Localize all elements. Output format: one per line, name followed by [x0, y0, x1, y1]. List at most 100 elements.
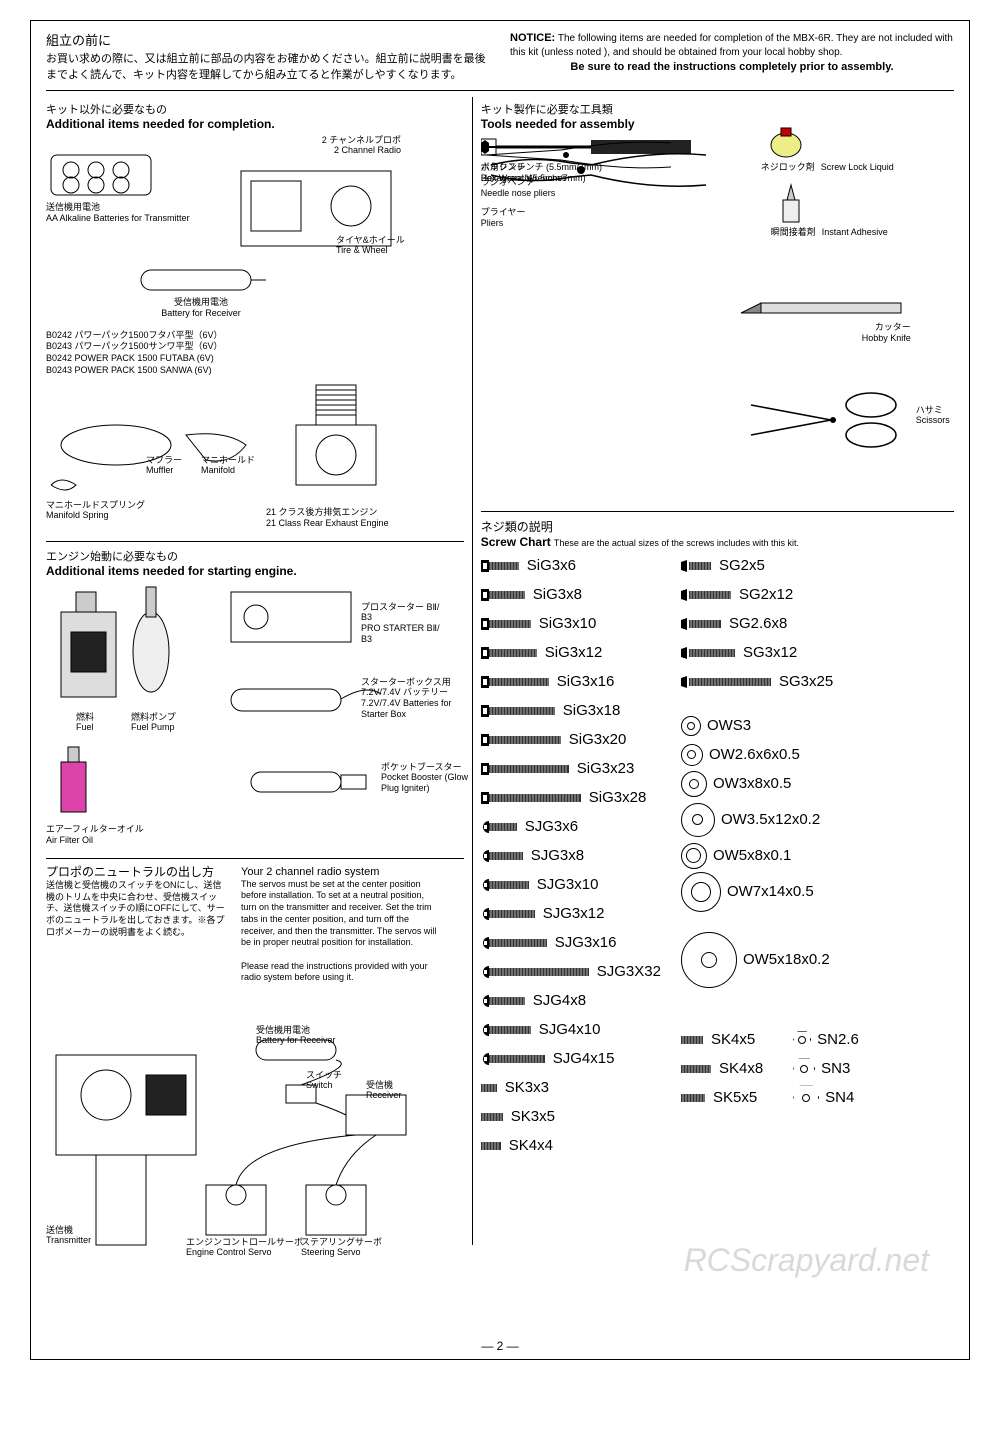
radio-en-body2: Please read the instructions provided wi…	[241, 961, 441, 984]
recv-batt-en2: Battery for Receiver	[256, 1035, 336, 1046]
switch-jp: スイッチ	[306, 1070, 342, 1081]
screw-row: SG3x25	[681, 669, 859, 695]
starting-title: エンジン始動に必要なもの Additional items needed for…	[46, 548, 464, 578]
additional-jp: キット以外に必要なもの	[46, 101, 464, 117]
knife-item: カッター Hobby Knife	[731, 295, 911, 344]
radio-left-text: プロポのニュートラルの出し方 送信機と受信機のスイッチをONにし、送信機のトリム…	[46, 865, 226, 939]
screwlock-en: Screw Lock Liquid	[821, 162, 894, 173]
screw-row: SJG3x12	[481, 901, 661, 927]
watermark: RCScrapyard.net	[684, 1242, 929, 1279]
screw-row: SK3x3	[481, 1075, 661, 1101]
screw-row: SJG3x10	[481, 872, 661, 898]
screw-col-1: SiG3x6SiG3x8SiG3x10SiG3x12SiG3x16SiG3x18…	[481, 553, 661, 1159]
manifold-jp: マニホールド	[201, 455, 255, 466]
receiver-battery-item: 受信機用電池 Battery for Receiver	[136, 265, 266, 319]
washer-row: OW5x18x0.2	[681, 915, 859, 1005]
notice-label: NOTICE:	[510, 32, 555, 44]
starter-en: PRO STARTER BⅡ/ B3	[361, 623, 451, 645]
washer-row: OW5x8x0.1	[681, 843, 859, 869]
top-notice-row: 組立の前に お買い求めの際に、又は組立前に部品の内容をお確かめください。組立前に…	[46, 31, 954, 91]
pliers-jp: プライヤー	[481, 207, 711, 218]
jp-title: 組立の前に	[46, 31, 490, 51]
pliers-icon	[481, 135, 711, 205]
knife-jp: カッター	[731, 322, 911, 333]
screw-row: SG3x12	[681, 640, 859, 666]
screw-row: SJG3x16	[481, 930, 661, 956]
screw-row: SiG3x18	[481, 698, 661, 724]
pp3: B0242 POWER PACK 1500 FUTABA (6V)	[46, 353, 222, 365]
booster-en: Pocket Booster (Glow Plug Igniter)	[381, 772, 481, 794]
additional-items-area: 送信機用電池 AA Alkaline Batteries for Transmi…	[46, 135, 464, 535]
tools-en: Tools needed for assembly	[481, 117, 635, 131]
screw-row: SiG3x28	[481, 785, 661, 811]
screw-row: SK4x5	[681, 1027, 763, 1053]
receiver-en: Receiver	[366, 1090, 402, 1101]
washer-row: OW3x8x0.5	[681, 771, 859, 797]
top-right-notice: NOTICE: The following items are needed f…	[500, 31, 954, 84]
page-frame: 組立の前に お買い求めの際に、又は組立前に部品の内容をお確かめください。組立前に…	[30, 20, 970, 1360]
additional-title: キット以外に必要なもの Additional items needed for …	[46, 101, 464, 131]
pp4: B0243 POWER PACK 1500 SANWA (6V)	[46, 365, 222, 377]
receiver-battery-icon	[136, 265, 266, 295]
screw-row: SJG4x15	[481, 1046, 661, 1072]
screw-cols: SiG3x6SiG3x8SiG3x10SiG3x12SiG3x16SiG3x18…	[481, 553, 954, 1159]
batteries-en: AA Alkaline Batteries for Transmitter	[46, 213, 190, 224]
screw-row: SJG4x10	[481, 1017, 661, 1043]
radio-diagram-svg	[46, 1025, 446, 1255]
recv-batt-jp: 受信機用電池	[136, 297, 266, 308]
jp-body: お買い求めの際に、又は組立前に部品の内容をお確かめください。組立前に説明書を最後…	[46, 51, 490, 84]
top-left-jp: 組立の前に お買い求めの際に、又は組立前に部品の内容をお確かめください。組立前に…	[46, 31, 500, 84]
screw-row: SiG3x8	[481, 582, 661, 608]
washer-row: OWS3	[681, 713, 859, 739]
fuelpump-en: Fuel Pump	[131, 722, 176, 733]
notice-text: The following items are needed for compl…	[510, 33, 953, 58]
screw-row: SJG3X32	[481, 959, 661, 985]
batteries-icon	[46, 145, 156, 200]
steer-en: Steering Servo	[301, 1247, 382, 1258]
fuelpump-jp: 燃料ポンプ	[131, 712, 176, 723]
batteries-jp: 送信機用電池	[46, 202, 190, 213]
scissors-item: ハサミ Scissors	[741, 385, 911, 458]
starting-jp: エンジン始動に必要なもの	[46, 548, 464, 564]
starter-box-area: プロスターター BⅡ/ B3 PRO STARTER BⅡ/ B3 スターターボ…	[226, 582, 464, 728]
screwlock-icon	[761, 125, 811, 160]
screw-col-2: SG2x5SG2x12SG2.6x8SG3x12SG3x25OWS3OW2.6x…	[681, 553, 859, 1159]
tools-jp: キット製作に必要な工具類	[481, 101, 954, 117]
screw-header: ネジ類の説明 Screw Chart These are the actual …	[481, 518, 954, 549]
transmitter-jp: 送信機	[46, 1225, 91, 1236]
screw-row: SG2.6x8	[681, 611, 859, 637]
screw-row: SK5x5	[681, 1085, 763, 1111]
tire-item: タイヤ&ホイール Tire & Wheel	[336, 235, 405, 257]
washer-row: OW3.5x12x0.2	[681, 800, 859, 840]
manifold-en: Manifold	[201, 465, 255, 476]
scissors-icon	[741, 385, 911, 455]
screw-row: SiG3x20	[481, 727, 661, 753]
manifold-spring-jp: マニホールドスプリング	[46, 500, 145, 511]
engine-en: 21 Class Rear Exhaust Engine	[266, 518, 406, 529]
ecs-en: Engine Control Servo	[186, 1247, 303, 1258]
screw-row: SiG3x12	[481, 640, 661, 666]
switch-en: Switch	[306, 1080, 342, 1091]
radio-right-text: Your 2 channel radio system The servos m…	[241, 865, 441, 984]
engine-icon	[266, 375, 406, 505]
starting-en: Additional items needed for starting eng…	[46, 564, 297, 578]
screw-row: SiG3x16	[481, 669, 661, 695]
screw-row: SiG3x23	[481, 756, 661, 782]
radio-en-title: Your 2 channel radio system	[241, 865, 441, 879]
booster-area: ポケットブースター Pocket Booster (Glow Plug Igni…	[246, 762, 376, 805]
washer-row: OW7x14x0.5	[681, 872, 859, 912]
booster-icon	[246, 762, 376, 802]
ecs-jp: エンジンコントロールサーボ	[186, 1237, 303, 1248]
screw-row: SG2x5	[681, 553, 859, 579]
screw-row: SK4x8	[681, 1056, 763, 1082]
fuel-area: 燃料 Fuel 燃料ポンプ Fuel Pump	[56, 582, 216, 715]
adhesive-item: 瞬間接着剤Instant Adhesive	[771, 180, 888, 239]
read-line: Be sure to read the instructions complet…	[570, 61, 893, 73]
tire-en: Tire & Wheel	[336, 245, 405, 256]
col-right: キット製作に必要な工具類 Tools needed for assembly ボ…	[473, 97, 954, 1245]
muffler-jp: マフラー	[146, 455, 182, 466]
nut-row: SN3	[793, 1056, 859, 1082]
tire-jp: タイヤ&ホイール	[336, 235, 405, 246]
screwlock-jp: ネジロック剤	[761, 162, 815, 173]
radio-section: プロポのニュートラルの出し方 送信機と受信機のスイッチをONにし、送信機のトリム…	[46, 865, 464, 1245]
